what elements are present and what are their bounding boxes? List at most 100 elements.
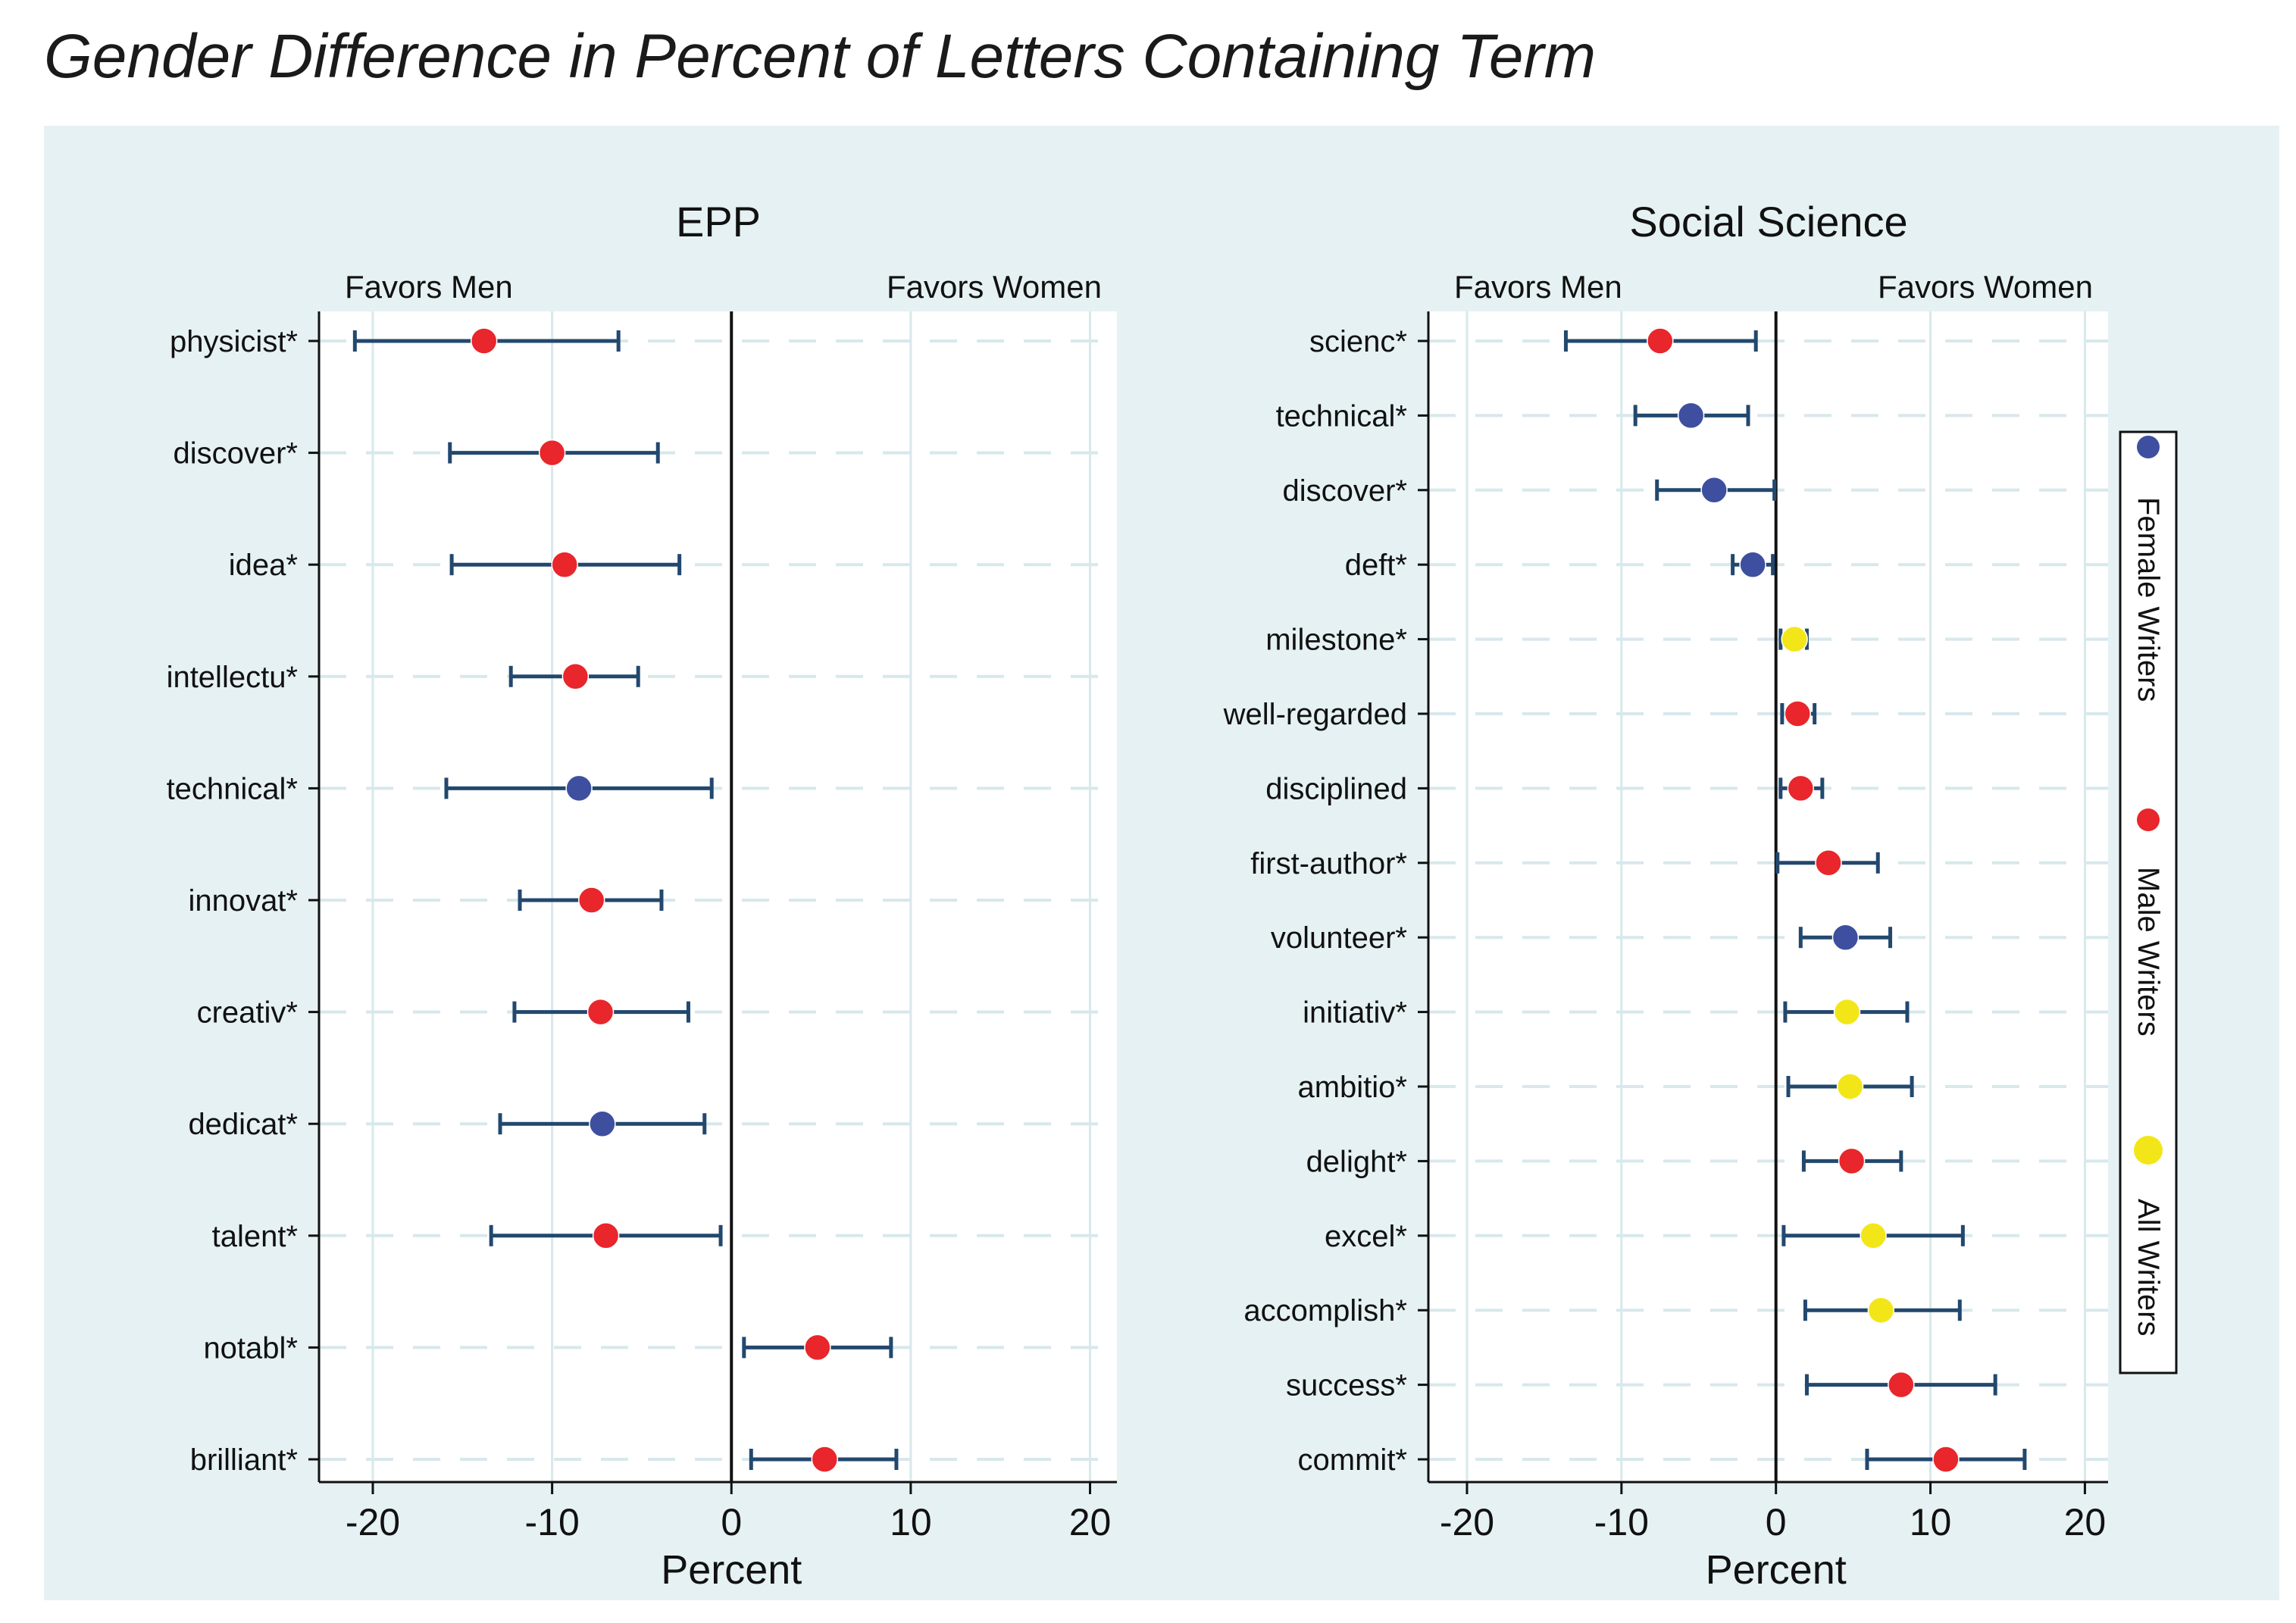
term-row: idea*	[229, 549, 682, 582]
estimate-dot	[587, 998, 615, 1026]
favors-men-label: Favors Men	[1454, 269, 1622, 305]
legend-item-male: Male Writers	[2132, 808, 2165, 1037]
estimate-dot	[538, 439, 566, 467]
term-label: ambitio*	[1297, 1071, 1407, 1104]
estimate-dot	[1787, 774, 1815, 802]
term-row: success*	[1286, 1369, 1997, 1403]
favors-women-label: Favors Women	[887, 269, 1102, 305]
term-row: first-author*	[1250, 847, 1880, 880]
term-row: delight*	[1306, 1145, 1903, 1178]
term-row: technical*	[1276, 399, 1750, 433]
term-label: well-regarded	[1223, 698, 1407, 731]
term-label: milestone*	[1265, 624, 1407, 657]
estimate-dot	[1647, 327, 1674, 355]
estimate-dot	[1860, 1222, 1887, 1249]
term-label: excel*	[1325, 1220, 1407, 1253]
term-row: volunteer*	[1271, 921, 1893, 955]
term-row: intellectu*	[167, 661, 640, 694]
term-row: talent*	[212, 1220, 723, 1253]
term-label: creativ*	[197, 996, 298, 1030]
legend-box	[2119, 430, 2178, 1374]
estimate-dot	[804, 1334, 831, 1362]
term-label: technical*	[167, 772, 298, 805]
term-row: discover*	[1282, 474, 1777, 508]
term-row: brilliant*	[190, 1443, 899, 1477]
estimate-dot	[577, 887, 605, 914]
chart-svg: EPP Favors Men Favors Women -20 -10 0 10 20 Perc…	[167, 198, 2178, 1593]
term-row: milestone*	[1265, 624, 1809, 657]
term-row: scienc*	[1309, 325, 1758, 358]
x-tick-label: 0	[1766, 1501, 1787, 1543]
x-tick-label: -10	[524, 1501, 579, 1543]
term-label: success*	[1286, 1369, 1407, 1403]
estimate-dot	[565, 774, 593, 802]
panel-title: Social Science	[1629, 198, 1907, 245]
legend-marker	[2134, 1136, 2163, 1165]
panel-epp: EPP Favors Men Favors Women -20 -10 0 10 20 Perc…	[167, 198, 1117, 1593]
term-row: well-regarded	[1223, 698, 1817, 731]
term-label: scienc*	[1309, 325, 1407, 358]
term-label: accomplish*	[1243, 1294, 1407, 1327]
legend: Female Writers Male Writers All Writers	[2119, 430, 2178, 1374]
x-axis-label: Percent	[661, 1547, 802, 1593]
x-tick-label: 20	[2064, 1501, 2107, 1543]
term-label: talent*	[212, 1220, 298, 1253]
x-tick-label: -20	[346, 1501, 400, 1543]
plot-area	[319, 311, 1117, 1482]
term-row: excel*	[1325, 1220, 1965, 1253]
term-row: ambitio*	[1297, 1071, 1914, 1104]
term-row: technical*	[167, 772, 714, 805]
estimate-dot	[1838, 1147, 1866, 1175]
legend-item-all: All Writers	[2132, 1136, 2165, 1336]
chart-title: Gender Difference in Percent of Letters …	[44, 22, 1597, 91]
term-label: delight*	[1306, 1145, 1407, 1178]
term-row: deft*	[1345, 549, 1775, 582]
estimate-dot	[1836, 1073, 1864, 1100]
legend-label: Male Writers	[2132, 867, 2165, 1037]
estimate-dot	[1784, 700, 1811, 727]
legend-label: All Writers	[2132, 1199, 2165, 1336]
estimate-dot	[470, 327, 498, 355]
term-label: technical*	[1276, 399, 1407, 433]
estimate-dot	[1815, 849, 1842, 877]
panel-title: EPP	[676, 198, 761, 245]
term-label: commit*	[1298, 1443, 1407, 1477]
legend-label: Female Writers	[2132, 497, 2165, 702]
term-label: volunteer*	[1271, 921, 1407, 955]
term-row: dedicat*	[188, 1108, 707, 1141]
term-row: physicist*	[170, 325, 621, 358]
chart-background: EPP Favors Men Favors Women -20 -10 0 10 20 Perc…	[44, 126, 2279, 1600]
legend-marker	[2137, 436, 2160, 458]
term-row: innovat*	[188, 884, 664, 918]
term-row: initiativ*	[1303, 996, 1910, 1030]
estimate-dot	[551, 551, 578, 578]
x-tick-label: -20	[1440, 1501, 1494, 1543]
term-label: brilliant*	[190, 1443, 298, 1477]
favors-women-label: Favors Women	[1878, 269, 2093, 305]
estimate-dot	[1700, 477, 1728, 504]
favors-men-label: Favors Men	[345, 269, 513, 305]
estimate-dot	[592, 1222, 620, 1249]
term-label: notabl*	[203, 1331, 298, 1365]
estimate-dot	[1888, 1371, 1915, 1399]
estimate-dot	[589, 1110, 616, 1137]
estimate-dot	[811, 1446, 839, 1473]
term-label: discover*	[173, 437, 298, 471]
legend-item-female: Female Writers	[2132, 436, 2165, 702]
term-label: physicist*	[170, 325, 298, 358]
x-tick-label: 10	[890, 1501, 932, 1543]
x-tick-label: -10	[1594, 1501, 1649, 1543]
term-row: discover*	[173, 437, 660, 471]
term-label: intellectu*	[167, 661, 298, 694]
estimate-dot	[1867, 1296, 1895, 1324]
plot-area	[1428, 311, 2108, 1482]
term-label: first-author*	[1250, 847, 1407, 880]
estimate-dot	[1831, 924, 1860, 951]
term-label: initiativ*	[1303, 996, 1407, 1030]
term-label: idea*	[229, 549, 298, 582]
term-row: notabl*	[203, 1331, 893, 1365]
legend-marker	[2137, 808, 2160, 831]
x-tick-label: 0	[721, 1501, 742, 1543]
x-axis-label: Percent	[1706, 1547, 1847, 1593]
